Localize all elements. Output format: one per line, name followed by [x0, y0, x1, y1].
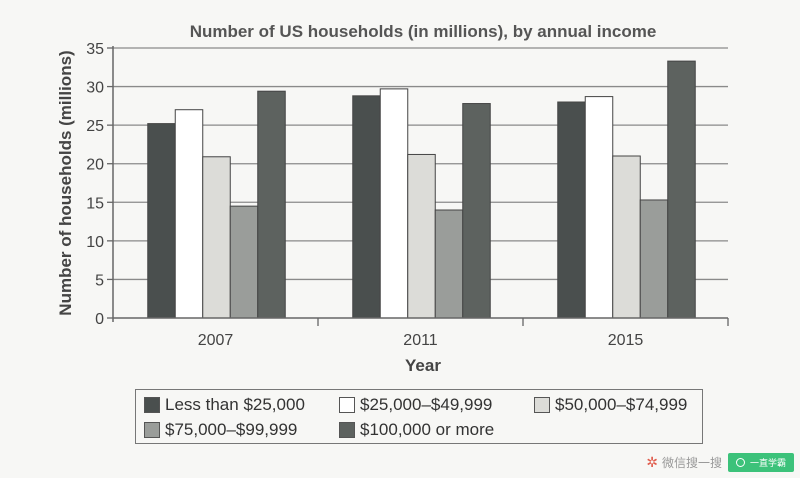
bar — [462, 103, 491, 319]
y-tick-label: 10 — [86, 234, 104, 251]
star-icon: ✲ — [646, 454, 658, 470]
legend-item: Less than $25,000 — [144, 395, 305, 415]
bar — [557, 101, 586, 319]
y-tick-label: 35 — [86, 41, 104, 58]
y-tick-label: 0 — [95, 311, 104, 328]
legend-label: Less than $25,000 — [165, 395, 305, 414]
legend-label: $75,000–$99,999 — [165, 420, 298, 439]
x-tick-label: 2011 — [403, 332, 438, 349]
legend-label: $100,000 or more — [360, 420, 495, 439]
bar — [147, 123, 176, 319]
search-badge-label: 一直学霸 — [749, 458, 786, 468]
x-tick-label: 2007 — [198, 332, 234, 349]
bar — [584, 96, 614, 319]
legend-swatch — [144, 422, 160, 438]
bar — [174, 109, 204, 319]
legend-label: $25,000–$49,999 — [360, 395, 493, 414]
legend: Less than $25,000 $25,000–$49,999 $50,000–… — [135, 389, 703, 444]
chart: Number of US households (in millions), b… — [56, 22, 729, 375]
x-tick-label: 2015 — [608, 332, 644, 349]
legend-swatch — [534, 397, 550, 413]
search-icon — [735, 458, 745, 467]
bar — [379, 88, 409, 319]
legend-item: $75,000–$99,999 — [144, 420, 297, 440]
bar — [639, 199, 669, 319]
legend-swatch — [339, 422, 355, 438]
y-tick-label: 5 — [95, 272, 104, 289]
y-tick-label: 30 — [86, 80, 104, 97]
legend-label: $50,000–$74,999 — [555, 395, 688, 414]
legend-item: $100,000 or more — [339, 420, 494, 440]
bar — [612, 155, 641, 319]
legend-item: $25,000–$49,999 — [339, 395, 492, 415]
bar — [407, 153, 436, 319]
y-tick-label: 20 — [86, 157, 104, 174]
watermark-text: 微信搜一搜 — [661, 456, 722, 470]
bar — [434, 209, 464, 319]
legend-item: $50,000–$74,999 — [534, 395, 687, 415]
x-axis-label: Year — [405, 356, 441, 375]
search-badge[interactable]: 一直学霸 — [727, 453, 794, 472]
y-axis-label: Number of households (millions) — [56, 50, 75, 315]
legend-swatch — [339, 397, 355, 413]
y-tick-label: 15 — [86, 195, 104, 212]
bar — [352, 95, 381, 319]
watermark: ✲ 微信搜一搜 一直学霸 — [646, 453, 794, 472]
bar — [229, 205, 259, 319]
chart-title: Number of US households (in millions), b… — [190, 22, 657, 41]
legend-swatch — [144, 397, 160, 413]
bar — [202, 156, 231, 319]
bar — [667, 60, 696, 319]
y-tick-label: 25 — [86, 118, 104, 135]
bar — [257, 90, 286, 319]
